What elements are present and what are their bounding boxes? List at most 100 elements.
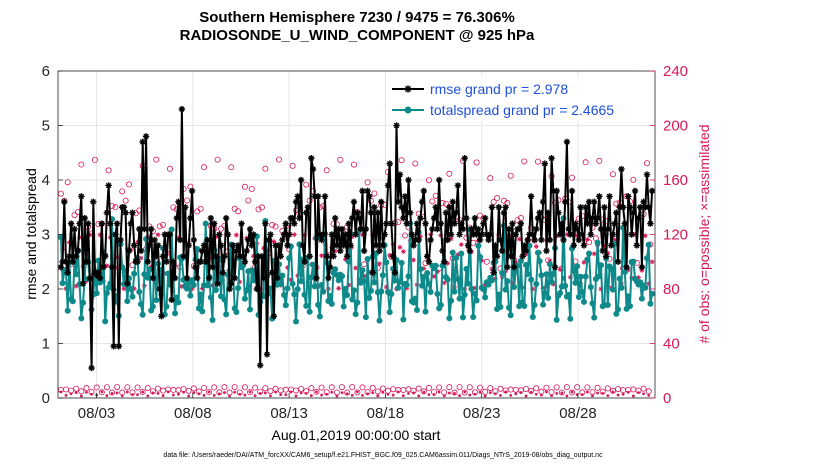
obs-assimilated-low-point — [427, 393, 431, 397]
totalspread-point — [448, 297, 455, 304]
obs-possible-low-point — [190, 385, 197, 392]
obs-possible-low-point — [201, 384, 208, 391]
totalspread-point — [507, 312, 514, 319]
totalspread-point — [586, 250, 593, 257]
rmse-point — [204, 236, 211, 244]
rmse-point — [648, 187, 656, 195]
obs-assimilated-low-point — [59, 390, 63, 394]
obs-assimilated-low-point — [611, 390, 615, 394]
obs-assimilated-low-point — [407, 391, 410, 395]
rmse-point — [575, 236, 583, 244]
obs-possible-low-point — [466, 384, 473, 391]
rmse-point — [214, 280, 221, 287]
totalspread-point — [451, 288, 458, 295]
totalspread-point — [308, 274, 315, 281]
rmse-point — [127, 220, 134, 227]
rmse-point — [389, 253, 397, 260]
totalspread-point — [548, 279, 555, 286]
rmse-point — [71, 225, 78, 233]
rmse-point — [296, 214, 303, 222]
obs-assimilated-low-point — [85, 390, 88, 394]
obs-assimilated-low-point — [560, 391, 564, 395]
obs-possible-low-point — [318, 384, 325, 391]
obs-possible-point — [521, 158, 528, 165]
obs-assimilated-low-point — [401, 394, 405, 398]
rmse-point — [447, 231, 455, 238]
obs-assimilated-low-point — [412, 391, 415, 395]
totalspread-point — [298, 278, 305, 285]
rmse-point — [147, 225, 155, 233]
obs-possible-point — [507, 172, 514, 179]
rmse-point — [333, 242, 341, 249]
totalspread-point — [504, 278, 511, 285]
obs-possible-low-point — [482, 388, 489, 395]
rmse-point — [222, 214, 230, 222]
rmse-point — [350, 198, 358, 205]
obs-possible-low-point — [420, 388, 427, 395]
rmse-point — [536, 209, 543, 216]
rmse-point — [562, 198, 569, 205]
totalspread-point — [367, 287, 374, 294]
rmse-point — [466, 247, 474, 255]
y2-tick-label: 40 — [663, 336, 680, 353]
obs-possible-low-point — [543, 384, 550, 391]
rmse-point — [556, 231, 564, 238]
rmse-point — [560, 236, 567, 244]
obs-assimilated-low-point — [325, 392, 329, 396]
obs-possible-point — [412, 160, 419, 167]
rmse-point — [144, 258, 151, 265]
totalspread-point — [473, 297, 480, 304]
obs-assimilated-low-point — [233, 390, 237, 394]
rmse-point — [200, 242, 208, 249]
obs-assimilated-point — [458, 242, 464, 247]
obs-assimilated-low-point — [488, 391, 492, 395]
obs-possible-low-point — [558, 389, 565, 396]
obs-possible-low-point — [497, 385, 504, 392]
obs-possible-low-point — [374, 388, 381, 395]
obs-assimilated-low-point — [391, 393, 395, 397]
obs-assimilated-low-point — [177, 392, 180, 396]
obs-assimilated-low-point — [217, 392, 221, 396]
rmse-point — [432, 204, 439, 211]
rmse-point — [105, 182, 112, 189]
rmse-point — [623, 264, 630, 271]
rmse-point — [372, 242, 380, 249]
obs-possible-low-point — [103, 384, 110, 391]
rmse-point — [434, 225, 441, 233]
rmse-point — [487, 231, 494, 238]
obs-assimilated-low-point — [146, 394, 150, 398]
obs-assimilated-low-point — [565, 394, 569, 398]
obs-assimilated-low-point — [396, 390, 400, 394]
rmse-point — [211, 220, 218, 227]
rmse-point — [76, 220, 83, 227]
rmse-point — [163, 258, 170, 265]
totalspread-point — [366, 295, 373, 302]
totalspread-point — [173, 294, 180, 301]
rmse-point — [171, 274, 179, 282]
totalspread-point — [485, 281, 492, 288]
totalspread-point — [529, 314, 536, 321]
obs-assimilated-low-point — [509, 393, 513, 397]
rmse-point — [221, 253, 228, 260]
rmse-point — [613, 209, 620, 216]
rmse-point — [263, 351, 271, 358]
totalspread-point — [175, 299, 182, 306]
rmse-point — [430, 214, 438, 222]
rmse-point — [166, 231, 174, 238]
obs-possible-point — [487, 175, 494, 182]
rmse-point — [239, 253, 247, 260]
obs-assimilated-low-point — [504, 390, 507, 394]
rmse-point — [301, 258, 308, 265]
rmse-point — [410, 242, 417, 249]
rmse-point — [485, 236, 492, 244]
legend-rmse-marker — [404, 85, 412, 93]
obs-assimilated-low-point — [601, 391, 605, 395]
obs-possible-point — [156, 223, 163, 230]
rmse-point — [352, 231, 359, 238]
obs-assimilated-low-point — [345, 392, 349, 396]
y-tick-label: 3 — [42, 227, 50, 244]
obs-possible-point — [228, 164, 235, 171]
rmse-point — [325, 274, 332, 282]
rmse-point — [391, 269, 399, 276]
rmse-point — [139, 138, 146, 146]
